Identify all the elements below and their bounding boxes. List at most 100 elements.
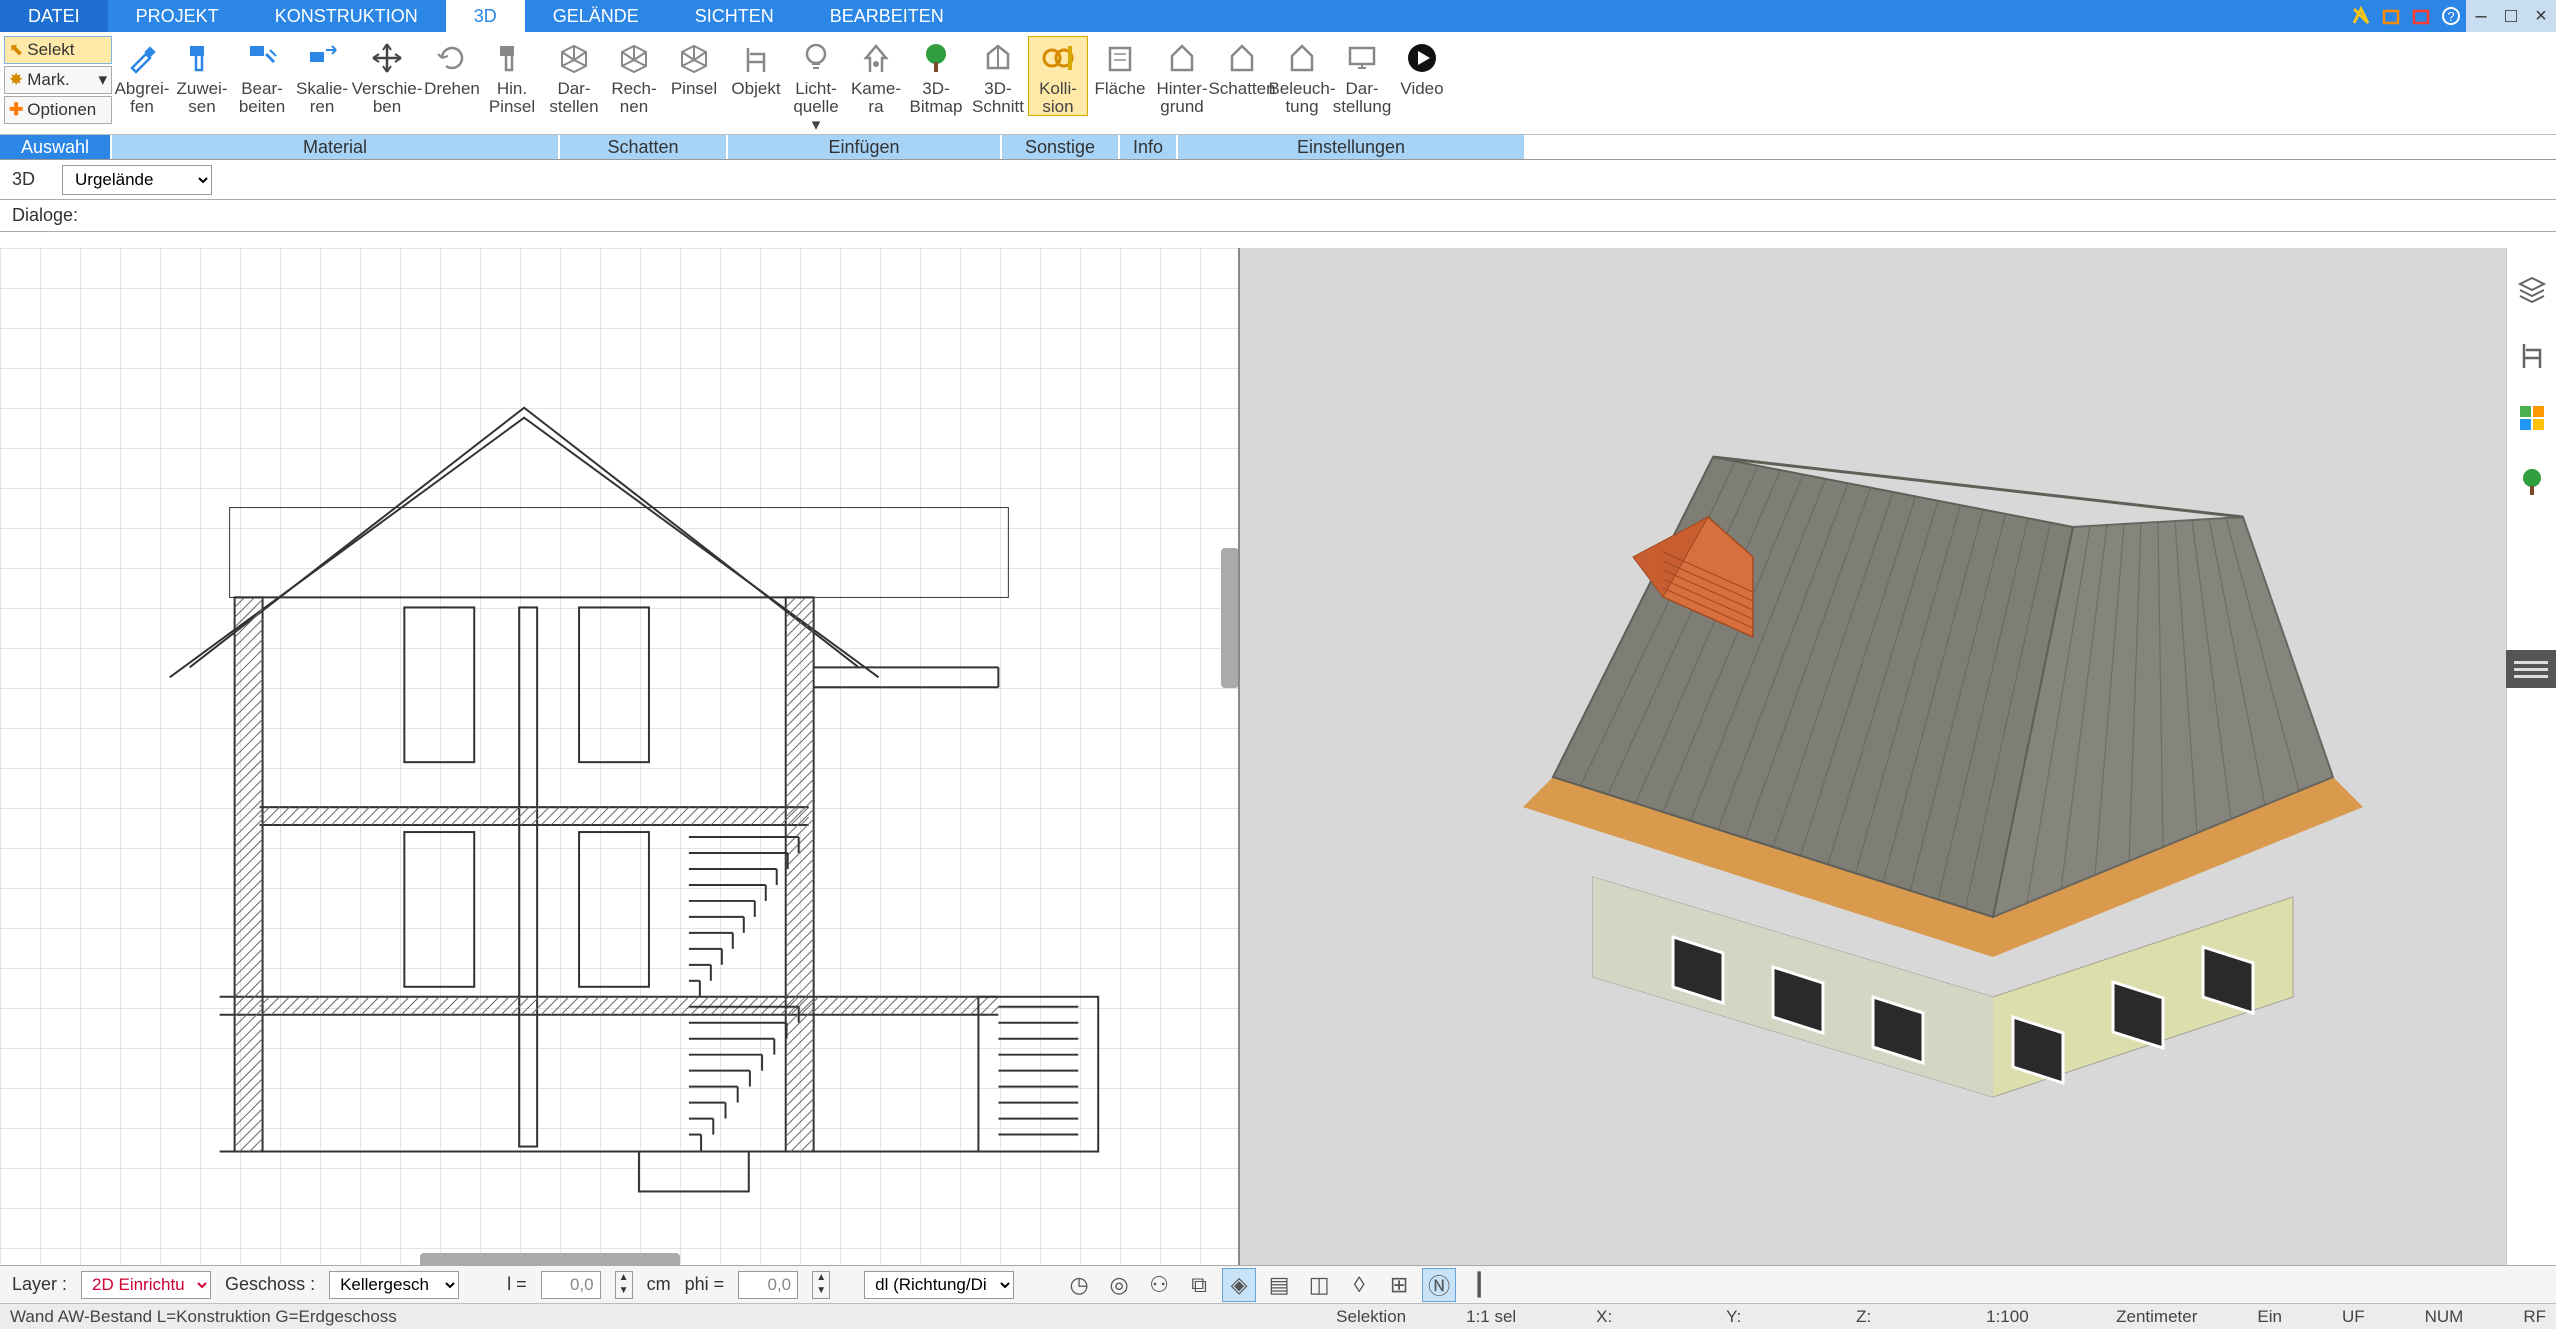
richtung-select[interactable]: dl (Richtung/Di (864, 1271, 1014, 1299)
bottom-north-icon[interactable]: Ⓝ (1422, 1268, 1456, 1302)
pane-3d[interactable] (1240, 248, 2556, 1275)
status-y: Y: (1726, 1307, 1796, 1327)
bottom-stack-icon[interactable]: ▤ (1262, 1268, 1296, 1302)
plants-icon[interactable] (2514, 464, 2550, 500)
menu-bar: DATEI PROJEKT KONSTRUKTION 3D GELÄNDE SI… (0, 0, 2556, 32)
sys-icon-3[interactable] (2406, 0, 2436, 32)
bottom-grid-icon[interactable]: ⊞ (1382, 1268, 1416, 1302)
ribbon-3dbitmap[interactable]: 3D- Bitmap (906, 36, 966, 116)
swatches-icon[interactable] (2514, 400, 2550, 436)
group-einfügen: Einfügen (728, 135, 1002, 159)
cube-icon (670, 36, 718, 80)
ribbon-hintergrund[interactable]: Hinter- grund (1152, 36, 1212, 116)
layers-icon[interactable] (2514, 272, 2550, 308)
ribbon-label: Objekt (731, 80, 780, 98)
layer-select[interactable]: 2D Einrichtu (81, 1271, 211, 1299)
ribbon-beleuchtung[interactable]: Beleuch- tung (1272, 36, 1332, 116)
ribbon-label: Pinsel (671, 80, 717, 98)
bottom-users-icon[interactable]: ⚇ (1142, 1268, 1176, 1302)
scrollbar-vertical-2d[interactable] (1221, 548, 1239, 688)
optionen-button[interactable]: ✚Optionen (4, 96, 112, 124)
ribbon-label: 3D- Schnitt (972, 80, 1024, 116)
dialoge-bar: Dialoge: (0, 200, 2556, 232)
ribbon-skalieren[interactable]: Skalie- ren (292, 36, 352, 116)
menu-gelaende[interactable]: GELÄNDE (525, 0, 667, 32)
ribbon-bearbeiten[interactable]: Bear- beiten (232, 36, 292, 116)
camera-icon (852, 36, 900, 80)
ribbon-objekt[interactable]: Objekt (726, 36, 786, 98)
geschoss-select[interactable]: Kellergesch (329, 1271, 459, 1299)
ribbon-lichtquelle[interactable]: Licht- quelle ▾ (786, 36, 846, 134)
bottom-cube-icon[interactable]: ◫ (1302, 1268, 1336, 1302)
bulb-icon (792, 36, 840, 80)
ribbon-rechnen[interactable]: Rech- nen (604, 36, 664, 116)
ribbon-label: Kolli- sion (1039, 80, 1077, 116)
menu-projekt[interactable]: PROJEKT (108, 0, 247, 32)
sys-icon-2[interactable] (2376, 0, 2406, 32)
status-z: Z: (1856, 1307, 1926, 1327)
ribbon-verschieben[interactable]: Verschie- ben (352, 36, 422, 116)
menu-sichten[interactable]: SICHTEN (667, 0, 802, 32)
group-material: Material (112, 135, 560, 159)
ribbon-label: Hinter- grund (1156, 80, 1207, 116)
ribbon-hinpinsel[interactable]: Hin. Pinsel (482, 36, 542, 116)
group-schatten: Schatten (560, 135, 728, 159)
menu-konstruktion[interactable]: KONSTRUKTION (247, 0, 446, 32)
brush-icon (488, 36, 536, 80)
l-label: l = (507, 1274, 527, 1295)
l-input[interactable] (541, 1271, 601, 1299)
bottom-pipe-icon[interactable]: ┃ (1462, 1268, 1496, 1302)
window-close[interactable]: × (2526, 0, 2556, 32)
dialoge-label: Dialoge: (12, 205, 78, 226)
side-drag-handle[interactable] (2506, 650, 2556, 688)
ribbon-label: Zuwei- sen (176, 80, 227, 116)
status-ein: Ein (2257, 1307, 2282, 1327)
ribbon-kamera[interactable]: Kame- ra (846, 36, 906, 116)
menu-bearbeiten[interactable]: BEARBEITEN (802, 0, 972, 32)
sys-icon-help[interactable]: ? (2436, 0, 2466, 32)
bottom-clock-icon[interactable]: ◷ (1062, 1268, 1096, 1302)
group-info: Info (1120, 135, 1178, 159)
selekt-button[interactable]: ⬉Selekt (4, 36, 112, 64)
ribbon-darstellung[interactable]: Dar- stellung (1332, 36, 1392, 116)
ribbon-label: Video (1400, 80, 1443, 98)
sys-icon-1[interactable] (2346, 0, 2376, 32)
monitor-icon (1338, 36, 1386, 80)
status-num: NUM (2425, 1307, 2464, 1327)
ribbon-3dschnitt[interactable]: 3D- Schnitt (968, 36, 1028, 116)
bottom-rhombus-icon[interactable]: ◊ (1342, 1268, 1376, 1302)
ribbon-pinsel[interactable]: Pinsel (664, 36, 724, 98)
ribbon-darstellen[interactable]: Dar- stellen (544, 36, 604, 116)
view-mode-label: 3D (12, 169, 52, 190)
terrain-dropdown[interactable]: Urgelände (62, 165, 212, 195)
ribbon-flaeche[interactable]: Fläche (1090, 36, 1150, 98)
bottom-center-icon[interactable]: ◎ (1102, 1268, 1136, 1302)
status-x: X: (1596, 1307, 1666, 1327)
ribbon-kollision[interactable]: Kolli- sion (1028, 36, 1088, 116)
ribbon-video[interactable]: Video (1392, 36, 1452, 98)
ribbon-label: 3D- Bitmap (910, 80, 963, 116)
status-rf: RF (2523, 1307, 2546, 1327)
ribbon-abgreifen[interactable]: Abgrei- fen (112, 36, 172, 116)
geschoss-label: Geschoss : (225, 1274, 315, 1295)
window-maximize[interactable]: □ (2496, 0, 2526, 32)
menu-datei[interactable]: DATEI (0, 0, 108, 32)
ribbon-drehen[interactable]: Drehen (422, 36, 482, 98)
ribbon-label: Kame- ra (851, 80, 901, 116)
mark-button[interactable]: ✸Mark.▾ (4, 66, 112, 94)
ribbon-zuweisen[interactable]: Zuwei- sen (172, 36, 232, 116)
ribbon-label: Dar- stellen (549, 80, 598, 116)
ribbon-label: Hin. Pinsel (489, 80, 535, 116)
bottom-diamond-icon[interactable]: ◈ (1222, 1268, 1256, 1302)
status-left: Wand AW-Bestand L=Konstruktion G=Erdgesc… (10, 1307, 397, 1327)
eyedrop-icon (118, 36, 166, 80)
phi-input[interactable] (738, 1271, 798, 1299)
pane-2d[interactable] (0, 248, 1240, 1275)
status-selektion: Selektion (1336, 1307, 1406, 1327)
status-unit: Zentimeter (2116, 1307, 2197, 1327)
menu-3d[interactable]: 3D (446, 0, 525, 32)
ribbon-schatten[interactable]: Schatten (1212, 36, 1272, 98)
window-minimize[interactable]: – (2466, 0, 2496, 32)
furniture-icon[interactable] (2514, 336, 2550, 372)
bottom-copy-icon[interactable]: ⧉ (1182, 1268, 1216, 1302)
